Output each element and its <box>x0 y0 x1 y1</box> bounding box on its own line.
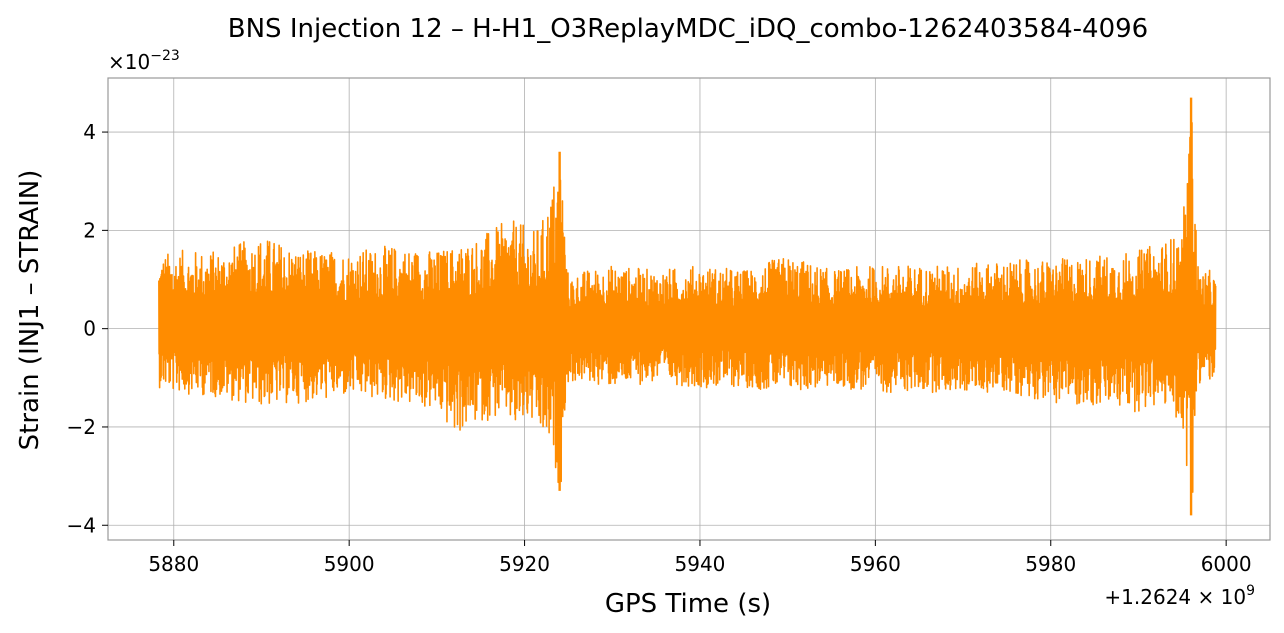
ticks <box>102 131 1227 546</box>
y-multiplier: ×10−23 <box>108 48 180 74</box>
x-offset: +1.2624 × 109 <box>1104 583 1255 609</box>
x-tick-label: 5980 <box>1025 552 1076 576</box>
x-tick-label: 5960 <box>850 552 901 576</box>
y-tick-label: −2 <box>67 415 96 439</box>
strain-series-line <box>158 121 1217 493</box>
y-multiplier-exp: −23 <box>150 48 180 64</box>
y-tick-label: 2 <box>83 218 96 242</box>
y-tick-label: 4 <box>83 120 96 144</box>
chart-title: BNS Injection 12 – H-H1_O3ReplayMDC_iDQ_… <box>228 14 1148 44</box>
plot-area <box>158 97 1217 516</box>
x-offset-exp: 9 <box>1246 583 1255 599</box>
y-multiplier-base: ×10 <box>108 50 150 74</box>
x-tick-label: 5880 <box>148 552 199 576</box>
x-tick-label: 5940 <box>675 552 726 576</box>
x-tick-label: 6000 <box>1201 552 1252 576</box>
y-axis-label: Strain (INJ1 – STRAIN) <box>15 170 45 451</box>
plot-frame <box>107 77 1271 541</box>
x-offset-base: +1.2624 × 10 <box>1104 585 1246 609</box>
y-tick-label: −4 <box>67 513 96 537</box>
tick-labels: 5880 5900 5920 5940 5960 5980 6000 −4 −2 0 2 4 <box>67 120 1252 576</box>
series-group <box>158 97 1217 516</box>
x-axis-label: GPS Time (s) <box>605 589 771 619</box>
x-tick-label: 5920 <box>499 552 550 576</box>
x-tick-label: 5900 <box>324 552 375 576</box>
y-tick-label: 0 <box>83 317 96 341</box>
